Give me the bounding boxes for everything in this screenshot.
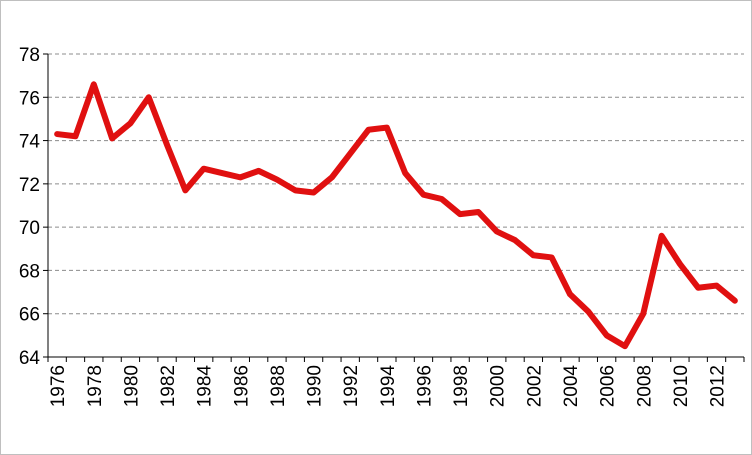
series-layer (54, 81, 738, 350)
x-tick-label: 1990 (305, 365, 326, 407)
data-point (604, 332, 610, 338)
x-tick-labels: 1976 1978 1980 1982 1984 1986 1988 1990 1992 1994… (48, 365, 728, 408)
x-tick-label: 2010 (671, 365, 692, 407)
data-point (512, 237, 518, 243)
data-point (54, 131, 60, 137)
x-tick-label: 1992 (341, 365, 362, 407)
x-tick-label: 2004 (561, 365, 582, 408)
x-tick-label: 1984 (195, 365, 216, 408)
x-tick-label: 2012 (708, 365, 729, 407)
data-point (182, 187, 188, 193)
x-tick-label: 1978 (85, 365, 106, 407)
data-point (585, 309, 591, 315)
x-tick-label: 2000 (488, 365, 509, 407)
data-point (567, 291, 573, 297)
data-point (72, 133, 78, 139)
data-point (109, 135, 115, 141)
y-tick-label: 68 (19, 261, 40, 282)
data-point (237, 174, 243, 180)
x-tick-label: 1976 (48, 365, 69, 407)
data-point (494, 228, 500, 234)
data-point (677, 261, 683, 267)
data-point (530, 252, 536, 258)
y-tick-label: 78 (19, 45, 40, 66)
data-point (732, 298, 738, 304)
x-tick-label: 2008 (634, 365, 655, 407)
data-point (714, 283, 720, 289)
data-point (91, 81, 97, 87)
data-point (347, 151, 353, 157)
gridlines (48, 53, 744, 315)
data-point (640, 311, 646, 317)
data-point (457, 211, 463, 217)
data-point (201, 166, 207, 172)
data-point (146, 94, 152, 100)
data-point (311, 190, 317, 196)
x-tick-label: 1988 (268, 365, 289, 407)
x-tick-label: 1994 (378, 365, 399, 408)
data-point (164, 142, 170, 148)
y-tick-label: 70 (19, 218, 40, 239)
data-point (659, 233, 665, 239)
y-tick-labels: 64 66 68 70 72 74 76 78 (19, 45, 41, 369)
x-tick-label: 1996 (414, 365, 435, 407)
data-point (219, 170, 225, 176)
y-tick-label: 76 (19, 88, 40, 109)
axes (43, 53, 745, 362)
data-point (549, 254, 555, 260)
y-tick-label: 66 (19, 305, 40, 326)
data-point (127, 120, 133, 126)
y-tick-label: 64 (19, 348, 41, 369)
data-point (274, 177, 280, 183)
data-point (695, 285, 701, 291)
data-point (439, 196, 445, 202)
data-point (366, 127, 372, 133)
data-point (329, 174, 335, 180)
x-tick-label: 1980 (121, 365, 142, 407)
data-point (384, 125, 390, 131)
y-tick-label: 72 (19, 175, 40, 196)
y-tick-label: 74 (19, 132, 41, 153)
data-point (402, 170, 408, 176)
x-tick-label: 2006 (598, 365, 619, 407)
data-point (292, 187, 298, 193)
series-line-0 (54, 81, 738, 350)
x-tick-label: 1998 (451, 365, 472, 407)
data-point (475, 209, 481, 215)
x-tick-label: 2002 (524, 365, 545, 407)
data-point (256, 168, 262, 174)
x-tick-label: 1986 (231, 365, 252, 407)
data-point (622, 343, 628, 349)
data-point (420, 192, 426, 198)
x-tick-label: 1982 (158, 365, 179, 407)
